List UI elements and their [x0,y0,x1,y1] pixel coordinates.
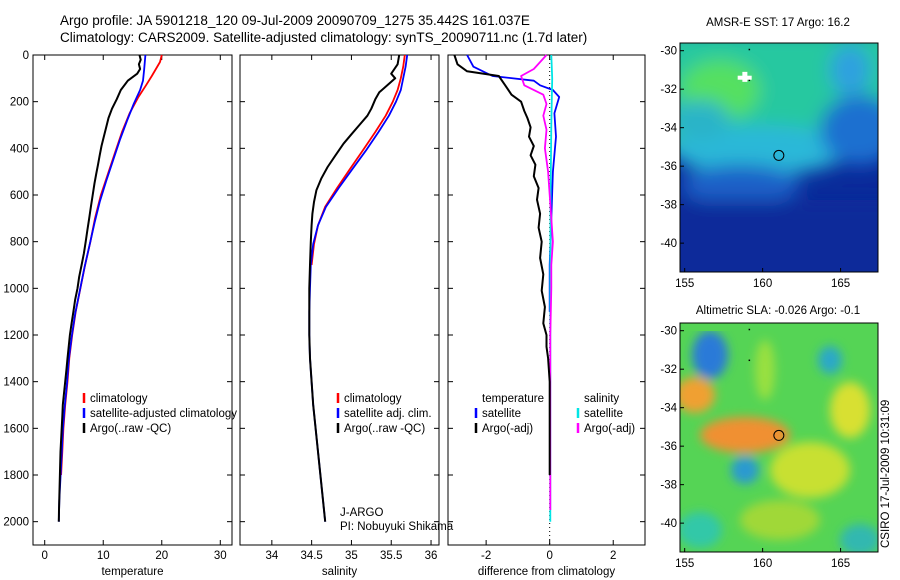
legend-difference-1-label: satellite [482,408,521,420]
depth-tick-label: 1800 [3,470,29,482]
legend-temperature-0-label: climatology [90,393,148,405]
salinity-annotation: PI: Nobuyuki Shikama [340,521,454,533]
legend-difference-heading: temperature [482,393,544,405]
sla_map-ytick-label: -40 [660,518,677,530]
credit-timestamp: CSIRO 17-Jul-2009 10:31:09 [880,399,892,548]
sla_map-xtick-label: 160 [753,558,772,570]
sla_map-island-dot [748,328,751,331]
profile-title: Argo profile: JA 5901218_120 09-Jul-2009… [60,13,530,28]
sla_map-island-dot [748,359,751,362]
sst_map-frame [679,42,879,273]
difference-xtick-label: 0 [546,550,552,562]
sla_map-ytick-label: -30 [660,326,677,338]
depth-tick-label: 1200 [3,330,29,342]
sst_map-ytick-label: -38 [660,200,677,212]
climatology-subtitle: Climatology: CARS2009. Satellite-adjuste… [60,30,588,45]
salinity-xtick-label: 35.5 [380,550,402,562]
sst_map-ytick-label: -32 [660,84,677,96]
sst_map-xtick-label: 160 [753,278,772,290]
salinity-series-argo [308,54,401,522]
depth-tick-label: 600 [10,190,29,202]
depth-tick-label: 1600 [3,423,29,435]
legend-salinity-1-label: satellite adj. clim. [344,408,432,420]
legend-salinity-0-label: climatology [344,393,402,405]
difference-series-sat_temp [466,54,561,312]
difference-series-argo_temp [453,54,551,475]
sla_map-frame [679,322,879,553]
salinity-frame [239,54,440,546]
legend-difference-5-label: Argo(-adj) [584,423,635,435]
sst_map-ytick-label: -30 [660,46,677,58]
sla_map-ytick-label: -36 [660,441,677,453]
salinity-xtick-label: 34 [265,550,278,562]
legend-difference-4-label: satellite [584,408,623,420]
sst_map-ytick-label: -40 [660,238,677,250]
sla-map-title: Altimetric SLA: -0.026 Argo: -0.1 [695,305,861,317]
sst-map-title: AMSR-E SST: 17 Argo: 16.2 [706,17,850,29]
temperature-xtick-label: 0 [42,550,48,562]
depth-tick-label: 1400 [3,377,29,389]
sst_map-island-dot [748,48,751,51]
sst_map-xtick-label: 165 [831,278,850,290]
temperature-frame [32,54,233,546]
difference-xtick-label: 2 [610,550,616,562]
salinity-xlabel: salinity [322,566,357,578]
legend-difference-heading: salinity [584,393,619,405]
temperature-xtick-label: 30 [214,550,227,562]
sla_map-ytick-label: -32 [660,364,677,376]
legend-temperature-2-label: Argo(..raw -QC) [90,423,171,435]
sst_map-xtick-label: 155 [675,278,694,290]
legend-temperature-1-label: satellite-adjusted climatology [90,408,237,420]
salinity-xtick-label: 36 [425,550,438,562]
depth-tick-label: 200 [10,97,29,109]
salinity-xtick-label: 35 [345,550,358,562]
temperature-series-satellite [57,54,147,522]
legend-difference-2-label: Argo(-adj) [482,423,533,435]
temperature-xtick-label: 20 [155,550,168,562]
sla_map-argo-marker [773,429,785,441]
sst-map [680,43,878,272]
depth-tick-label: 800 [10,237,29,249]
difference-xlabel: difference from climatology [478,566,615,578]
sla-map [680,323,878,552]
temperature-series-argo [57,54,142,522]
difference-xtick-label: -2 [481,550,491,562]
salinity-annotation: J-ARGO [340,507,384,519]
temperature-xlabel: temperature [101,566,163,578]
depth-tick-label: 1000 [3,283,29,295]
difference-series-argo_sal [520,54,554,510]
temperature-xtick-label: 10 [97,550,110,562]
legend-salinity-2-label: Argo(..raw -QC) [344,423,425,435]
depth-tick-label: 2000 [3,517,29,529]
sla_map-xtick-label: 165 [831,558,850,570]
sla_map-ytick-label: -38 [660,480,677,492]
depth-tick-label: 400 [10,143,29,155]
salinity-xtick-label: 34.5 [300,550,322,562]
sst_map-argo-marker [773,149,785,161]
sst_map-ytick-label: -34 [660,123,677,135]
sla_map-xtick-label: 155 [675,558,694,570]
sst-missing-patch [737,75,752,80]
sst_map-ytick-label: -36 [660,161,677,173]
sst_map-island-dot [748,79,751,82]
sla_map-ytick-label: -34 [660,403,677,415]
depth-tick-label: 0 [23,50,29,62]
